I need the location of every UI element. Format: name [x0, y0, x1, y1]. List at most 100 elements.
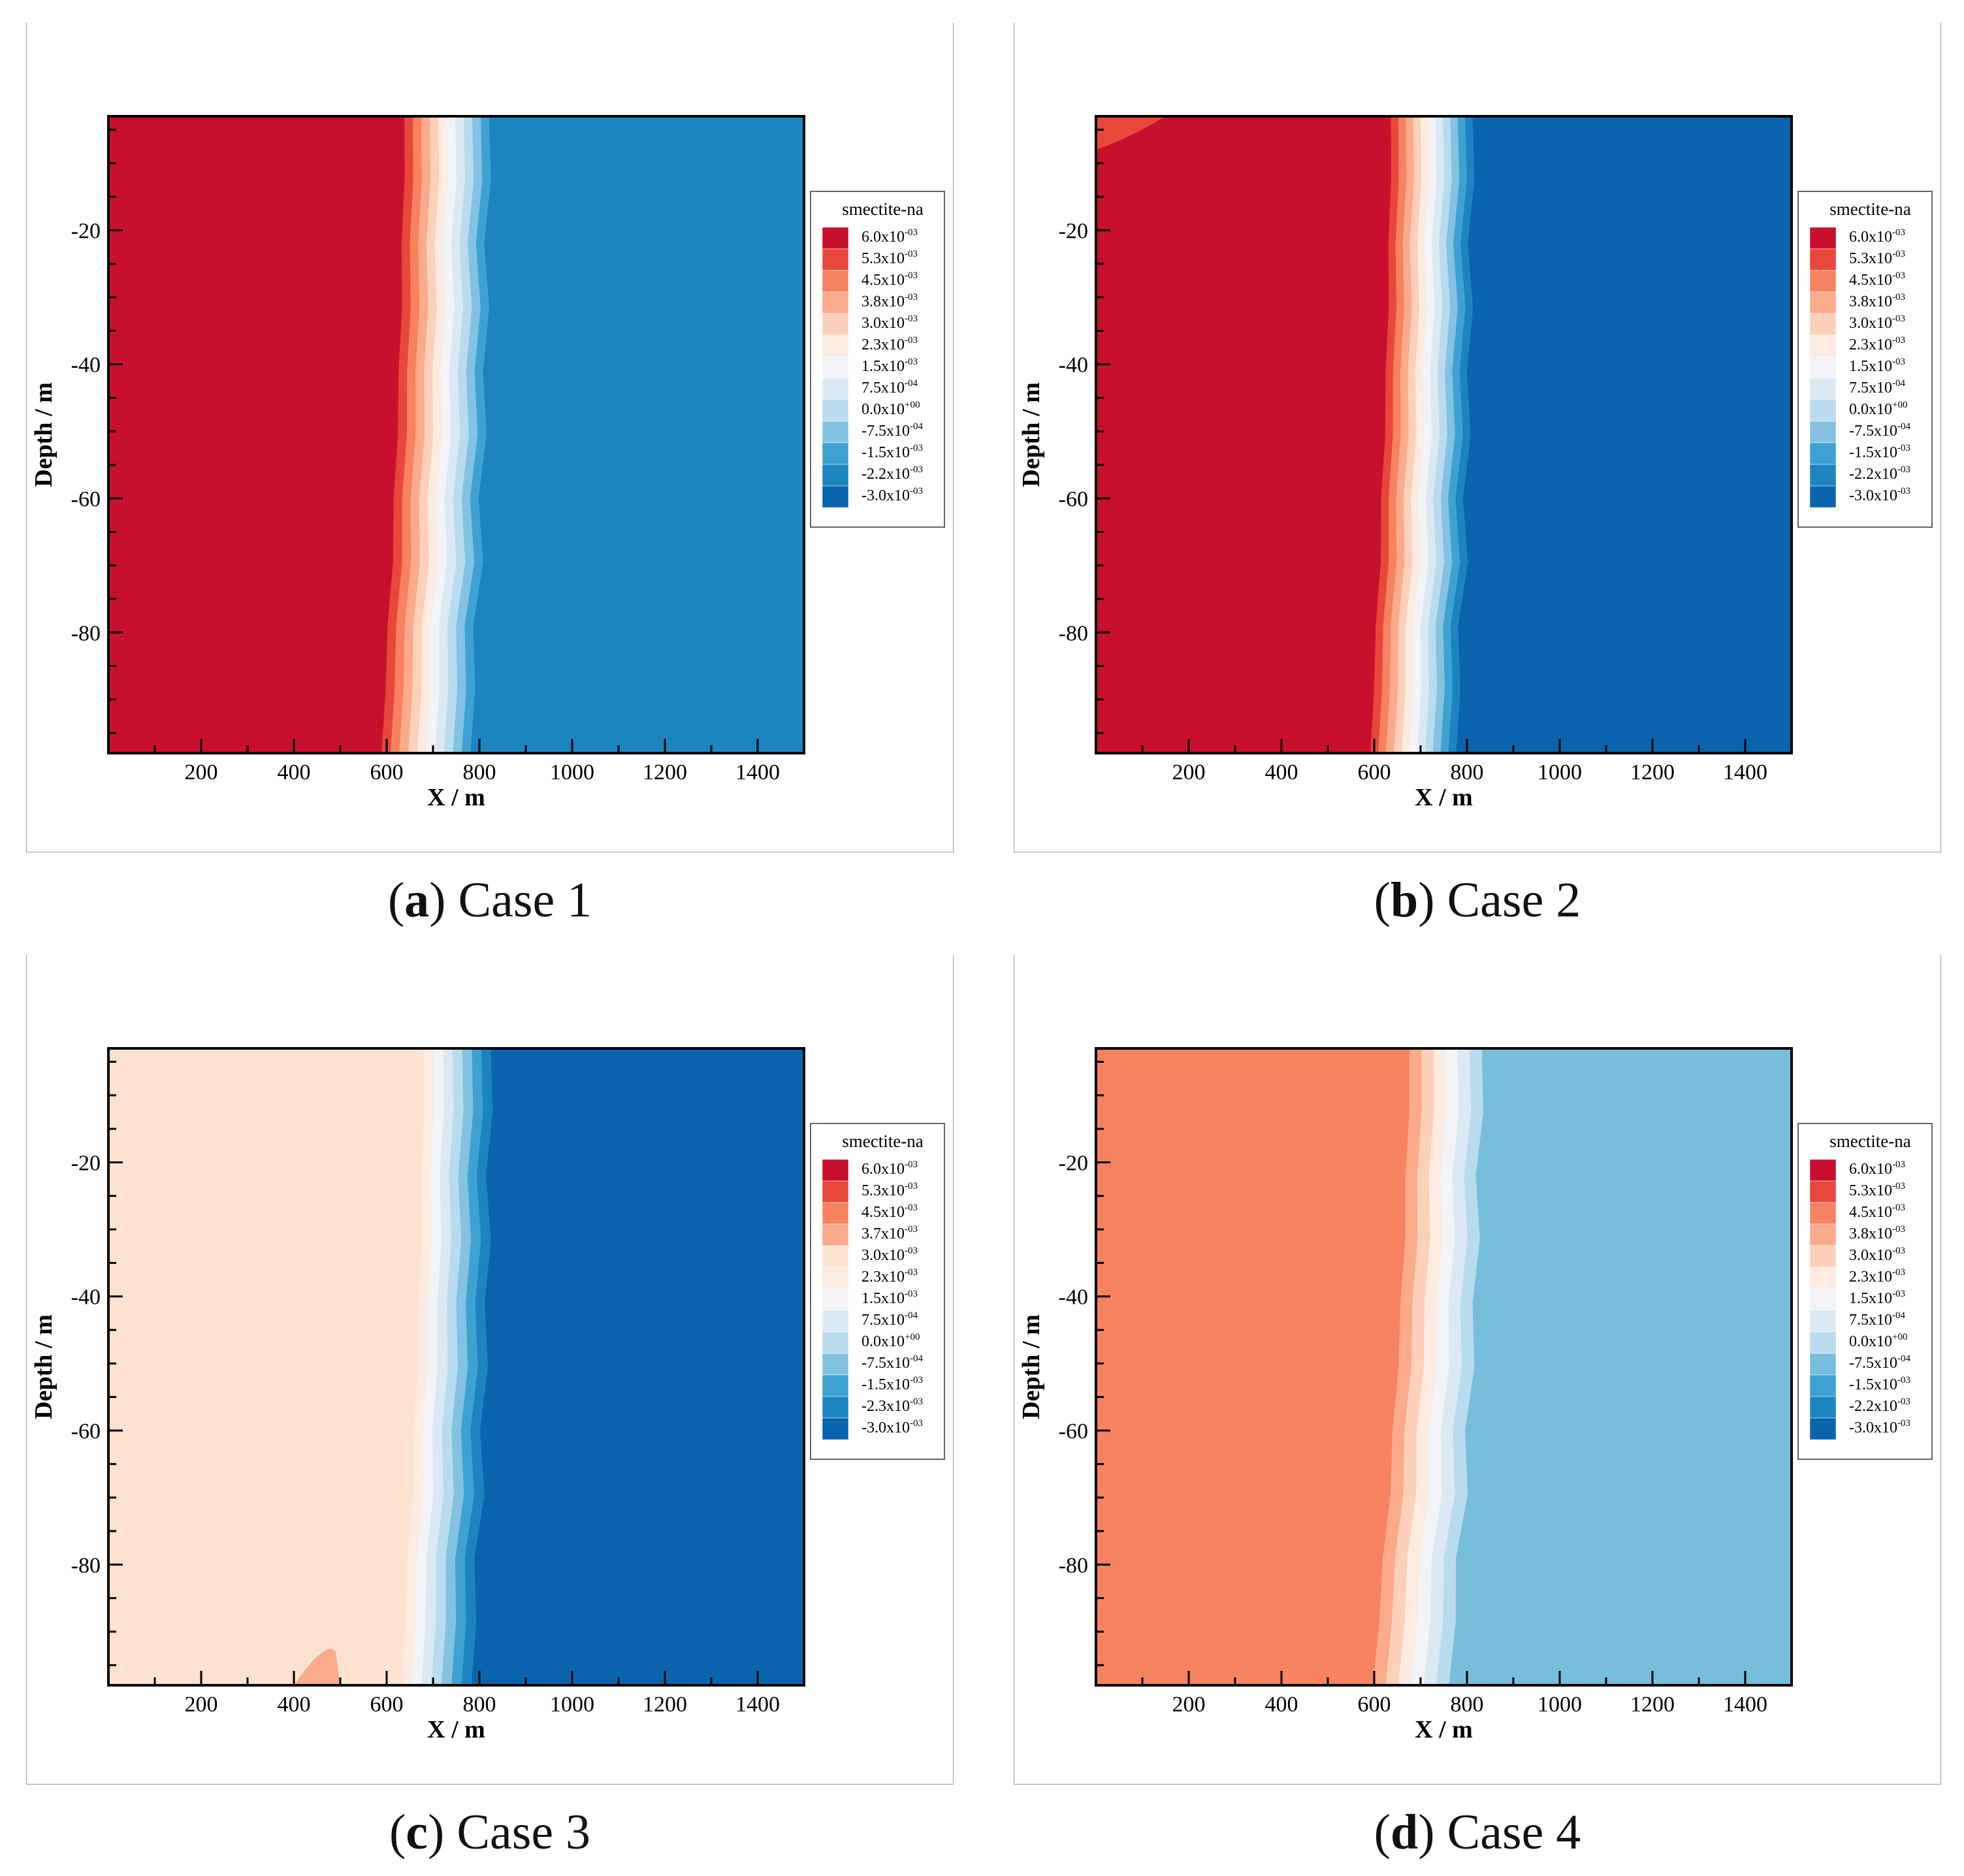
contour-plot-svg: 200 400 600 800 1000 1200 1400 X / m -20 -40 -60 -8…: [30, 1047, 945, 1743]
y-axis-label: Depth / m: [1018, 382, 1045, 487]
x-tick-label: 600: [370, 760, 404, 784]
legend-mantissa: 6.0x10: [861, 1161, 905, 1178]
x-tick-label: 1200: [643, 760, 687, 784]
legend-mantissa: -2.2x10: [1849, 466, 1897, 483]
legend-exponent: -03: [905, 1267, 918, 1278]
y-tick-label: -60: [71, 487, 101, 511]
legend-exponent: -03: [1892, 1289, 1905, 1299]
legend-mantissa: -3.0x10: [1849, 487, 1897, 504]
legend-exponent: -03: [1897, 443, 1910, 453]
legend-exponent: -03: [910, 1397, 923, 1407]
caption-text: Case 2: [1434, 873, 1581, 928]
x-tick-label: 1400: [1723, 760, 1767, 784]
legend-swatch: [822, 378, 849, 400]
legend-label: -1.5x10-03: [861, 443, 923, 461]
x-tick-label: 1200: [1630, 1692, 1675, 1717]
x-tick-label: 400: [1265, 760, 1298, 784]
legend-label: -2.3x10-03: [861, 1397, 923, 1415]
legend-exponent: -04: [1892, 1310, 1905, 1321]
legend-label: 5.3x10-03: [1849, 1181, 1905, 1199]
y-axis: -20 -40 -60 -80: [71, 1061, 123, 1666]
x-tick-label: 200: [1172, 1692, 1206, 1717]
legend-label: -7.5x10-04: [1849, 421, 1910, 440]
legend-exponent: -03: [1892, 270, 1905, 281]
legend-swatch: [1809, 1180, 1837, 1203]
legend-label: -3.0x10-03: [1849, 486, 1910, 504]
x-tick-label: 200: [1172, 760, 1206, 784]
legend-label: 6.0x10-03: [861, 1159, 918, 1178]
legend-mantissa: 4.5x10: [1849, 1204, 1892, 1221]
legend-label: 0.0x10+00: [861, 400, 920, 418]
legend-exponent: -04: [1897, 1353, 1910, 1364]
y-tick-label: -60: [1059, 1419, 1088, 1444]
x-tick-label: 800: [463, 1692, 496, 1717]
legend-label: -7.5x10-04: [861, 421, 923, 440]
x-tick-label: 1000: [1537, 1692, 1582, 1717]
legend-mantissa: -1.5x10: [861, 444, 910, 461]
contour-field: [108, 1048, 804, 1685]
y-axis: -20 -40 -60 -80: [1059, 1061, 1110, 1666]
y-tick-label: -80: [71, 621, 101, 645]
legend-exponent: -03: [1892, 1159, 1905, 1170]
legend-swatch: [1809, 1396, 1837, 1419]
legend-label: 4.5x10-03: [861, 1203, 918, 1221]
legend-label: -1.5x10-03: [861, 1375, 923, 1393]
legend-label: 4.5x10-03: [861, 270, 918, 289]
x-tick-label: 1400: [735, 760, 780, 784]
legend-swatch: [1809, 248, 1837, 271]
chart-panel-case-1: 200 400 600 800 1000 1200 1400 X / m -20 -40 -60 -8…: [26, 23, 954, 852]
legend-label: 5.3x10-03: [1849, 249, 1905, 267]
chart-panel-case-3: 200 400 600 800 1000 1200 1400 X / m -20 -40 -60 -8…: [26, 955, 954, 1785]
chart-panel-case-4: 200 400 600 800 1000 1200 1400 X / m -20 -40 -60 -8…: [1014, 955, 1941, 1785]
x-axis-label: X / m: [427, 1716, 485, 1743]
legend-label: -2.2x10-03: [1849, 464, 1910, 483]
legend-exponent: -04: [1892, 378, 1905, 389]
legend-mantissa: 5.3x10: [861, 250, 905, 267]
legend-mantissa: 7.5x10: [1849, 1312, 1892, 1329]
y-tick-label: -80: [1059, 621, 1088, 645]
legend-mantissa: 3.0x10: [861, 315, 905, 332]
x-tick-label: 400: [1265, 1692, 1298, 1717]
legend-title: smectite-na: [1829, 199, 1910, 219]
legend-swatch: [1809, 1310, 1837, 1333]
legend-swatch: [1809, 1245, 1837, 1268]
y-tick-label: -60: [1059, 487, 1088, 511]
legend-mantissa: 6.0x10: [861, 229, 905, 246]
legend-mantissa: 7.5x10: [861, 380, 905, 396]
legend-label: -1.5x10-03: [1849, 443, 1910, 461]
legend-label: 4.5x10-03: [1849, 270, 1905, 289]
legend-swatch: [1809, 1267, 1837, 1289]
legend-mantissa: 2.3x10: [861, 336, 905, 353]
x-tick-label: 600: [370, 1692, 404, 1717]
legend: smectite-na6.0x10-035.3x10-034.5x10-033.…: [1797, 1123, 1933, 1460]
legend-exponent: -03: [905, 1289, 918, 1299]
y-tick-label: -20: [1059, 219, 1088, 243]
legend-label: 0.0x10+00: [1849, 400, 1907, 418]
x-tick-label: 600: [1358, 1692, 1391, 1717]
legend-exponent: -04: [905, 1310, 918, 1321]
x-tick-label: 200: [185, 1692, 218, 1717]
contour-anomaly: [1096, 116, 1166, 150]
legend-mantissa: 6.0x10: [1849, 229, 1892, 246]
legend-mantissa: -1.5x10: [861, 1376, 910, 1393]
legend-exponent: -03: [1897, 1397, 1910, 1407]
legend-exponent: -03: [1897, 1418, 1910, 1429]
legend-mantissa: -1.5x10: [1849, 1376, 1897, 1393]
legend-exponent: -03: [1892, 1246, 1905, 1256]
legend-mantissa: 3.7x10: [861, 1225, 905, 1242]
legend-swatch: [822, 356, 849, 379]
legend-exponent: -03: [905, 357, 918, 367]
legend-exponent: -03: [1892, 292, 1905, 302]
legend-mantissa: 5.3x10: [1849, 250, 1892, 267]
y-tick-label: -20: [71, 1151, 101, 1175]
caption-text: Case 4: [1434, 1805, 1581, 1860]
x-tick-label: 600: [1358, 760, 1391, 784]
legend-mantissa: -3.0x10: [861, 487, 910, 504]
legend-mantissa: 1.5x10: [861, 358, 905, 375]
legend-label: 3.8x10-03: [1849, 1224, 1905, 1242]
legend-swatch: [1809, 270, 1837, 293]
legend-exponent: -03: [910, 1418, 923, 1429]
legend-mantissa: 1.5x10: [1849, 358, 1892, 375]
legend-mantissa: 7.5x10: [861, 1312, 905, 1329]
x-tick-label: 1000: [550, 1692, 594, 1717]
